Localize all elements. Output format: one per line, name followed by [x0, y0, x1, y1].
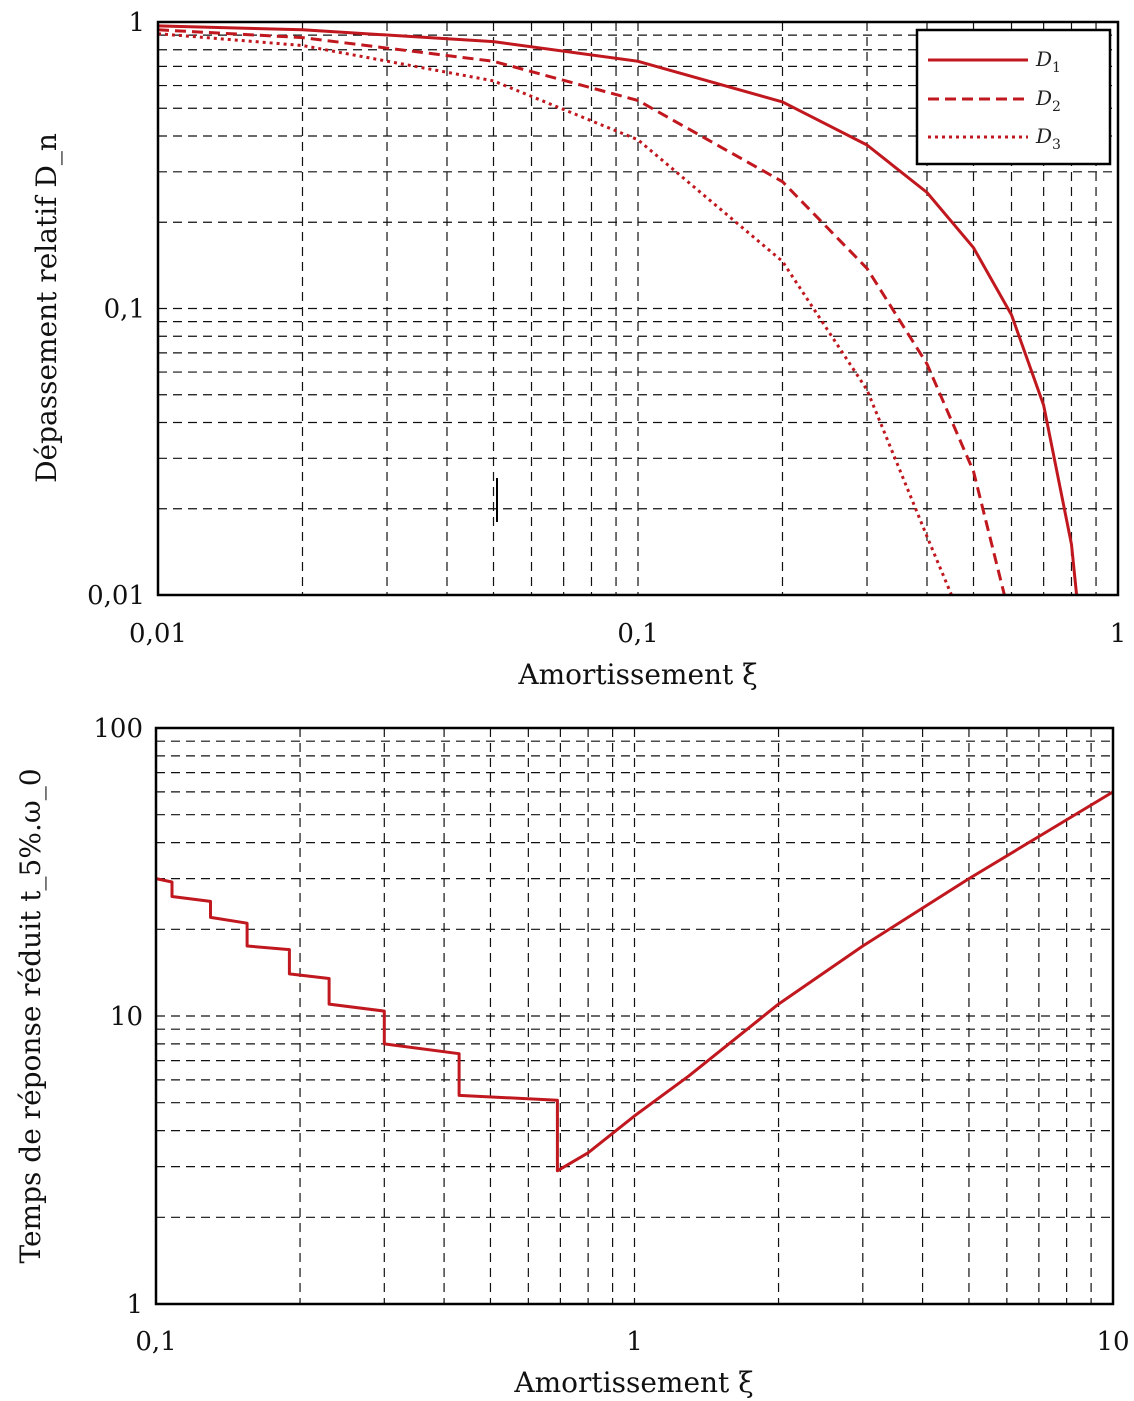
response-time-chart: 0,1 1 10 1 10 100 Amortissement ξ Temps de r… — [14, 714, 1130, 1399]
y-tick-label: 1 — [126, 1290, 143, 1320]
x-tick-label: 1 — [626, 1327, 643, 1357]
overshoot-chart: 0,01 0,1 1 0,01 0,1 1 D1 D2 D3 Amortissement… — [30, 8, 1126, 691]
x-tick-label: 0,1 — [135, 1327, 176, 1357]
x-tick-label: 10 — [1096, 1327, 1129, 1357]
response-time-x-axis-label: Amortissement ξ — [513, 1366, 753, 1399]
overshoot-series — [157, 24, 1079, 596]
overshoot-legend: D1 D2 D3 — [915, 28, 1112, 166]
overshoot-series-line-d3 — [157, 32, 953, 596]
y-tick-label: 10 — [110, 1002, 143, 1032]
overshoot-series-line-d2 — [157, 28, 1006, 596]
overshoot-series-line-d1 — [157, 24, 1079, 596]
overshoot-x-axis-label: Amortissement ξ — [517, 658, 757, 691]
response-time-series — [155, 790, 1114, 1173]
overshoot-plot-frame — [156, 20, 1120, 597]
legend-label-d3: D3 — [1035, 124, 1061, 153]
x-tick-label: 1 — [1110, 619, 1127, 649]
x-tick-label: 0,01 — [129, 619, 187, 649]
overshoot-x-tick-labels: 0,01 0,1 1 — [129, 619, 1126, 649]
response-time-y-axis-label: Temps de réponse réduit t_5%.ω_0 — [14, 768, 47, 1263]
y-tick-label: 100 — [93, 714, 143, 744]
response-time-plot-frame — [154, 726, 1115, 1306]
overshoot-y-axis-label: Dépassement relatif D_n — [30, 133, 63, 483]
response-time-y-tick-labels: 1 10 100 — [93, 714, 143, 1320]
response-time-series-line-1 — [155, 790, 1114, 1173]
legend-label-d1: D1 — [1035, 47, 1061, 76]
y-tick-label: 0,1 — [104, 295, 145, 325]
y-tick-label: 0,01 — [87, 581, 145, 611]
y-tick-label: 1 — [128, 8, 145, 38]
overshoot-y-tick-labels: 0,01 0,1 1 — [87, 8, 145, 611]
response-time-grid — [156, 728, 1113, 1304]
legend-label-d2: D2 — [1035, 86, 1061, 115]
response-time-x-tick-labels: 0,1 1 10 — [135, 1327, 1129, 1357]
x-tick-label: 0,1 — [617, 619, 658, 649]
legend-box — [915, 28, 1112, 166]
